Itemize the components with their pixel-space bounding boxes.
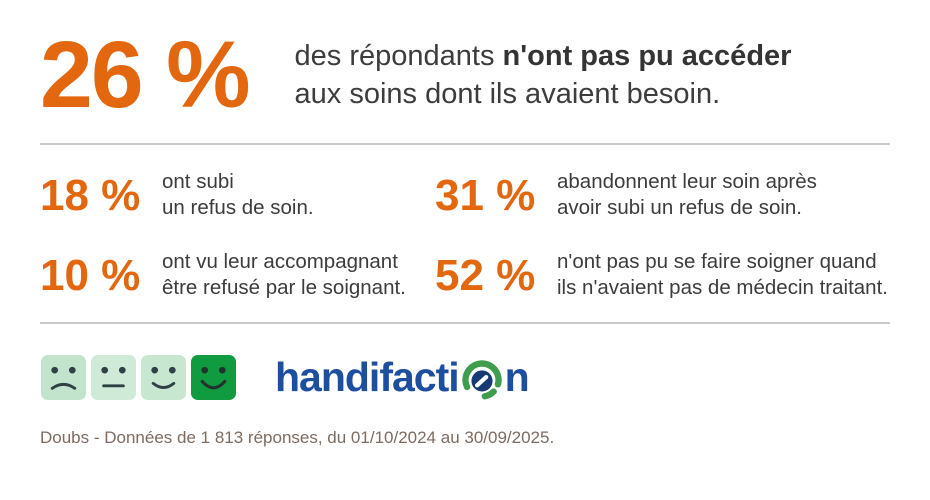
headline-line2: aux soins dont ils avaient besoin. bbox=[294, 78, 721, 111]
stat-description: ont vu leur accompagnant être refusé par… bbox=[162, 250, 406, 300]
brand-text-right: n bbox=[504, 354, 530, 401]
stats-grid: 18 % ont subi un refus de soin. 31 % aba… bbox=[40, 169, 890, 301]
stat-abandon-soin: 31 % abandonnent leur soin après avoir s… bbox=[435, 169, 890, 221]
stat-description: n'ont pas pu se faire soigner quand ils … bbox=[557, 250, 888, 300]
brand-wordmark: handifacti n bbox=[275, 354, 530, 401]
stat-value: 31 % bbox=[435, 171, 536, 221]
handifaction-logo: handifacti n bbox=[40, 354, 890, 401]
smiley-cubes bbox=[40, 354, 237, 401]
divider-bottom bbox=[40, 322, 890, 325]
headline-section: 26 % des répondants n'ont pas pu accéder… bbox=[40, 0, 890, 128]
stat-description: abandonnent leur soin après avoir subi u… bbox=[557, 170, 817, 220]
headline-stat-value: 26 % bbox=[40, 22, 251, 128]
headline-stat-description: des répondants n'ont pas pu accéder aux … bbox=[295, 37, 792, 113]
headline-line1: des répondants n'ont pas pu accéder bbox=[294, 40, 792, 73]
gauge-o-icon bbox=[461, 360, 502, 400]
stat-value: 52 % bbox=[435, 251, 536, 301]
data-source-caption: Doubs - Données de 1 813 réponses, du 01… bbox=[40, 428, 555, 448]
slightly-happy-face-icon bbox=[140, 355, 187, 401]
happy-face-icon bbox=[190, 355, 237, 401]
stat-refus-de-soin: 18 % ont subi un refus de soin. bbox=[40, 169, 435, 221]
headline-bold-text: n'ont pas pu accéder bbox=[502, 40, 792, 73]
stat-description: ont subi un refus de soin. bbox=[162, 170, 314, 220]
unhappy-face-icon bbox=[40, 355, 87, 401]
neutral-face-icon bbox=[90, 355, 137, 401]
stat-sans-medecin-traitant: 52 % n'ont pas pu se faire soigner quand… bbox=[435, 249, 890, 301]
stat-value: 18 % bbox=[40, 171, 141, 221]
stat-value: 10 % bbox=[40, 251, 141, 301]
brand-text-left: handifacti bbox=[275, 354, 460, 401]
stat-accompagnant-refuse: 10 % ont vu leur accompagnant être refus… bbox=[40, 249, 435, 301]
divider-top bbox=[40, 143, 890, 146]
